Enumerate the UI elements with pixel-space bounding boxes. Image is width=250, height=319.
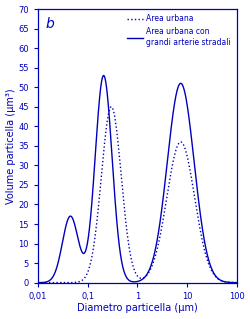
Text: b: b: [46, 17, 55, 31]
X-axis label: Diametro particella (μm): Diametro particella (μm): [77, 303, 198, 314]
Legend: Area urbana, Area urbana con
grandi arterie stradali: Area urbana, Area urbana con grandi arte…: [125, 13, 233, 48]
Y-axis label: Volume particella (μm³): Volume particella (μm³): [6, 88, 16, 204]
